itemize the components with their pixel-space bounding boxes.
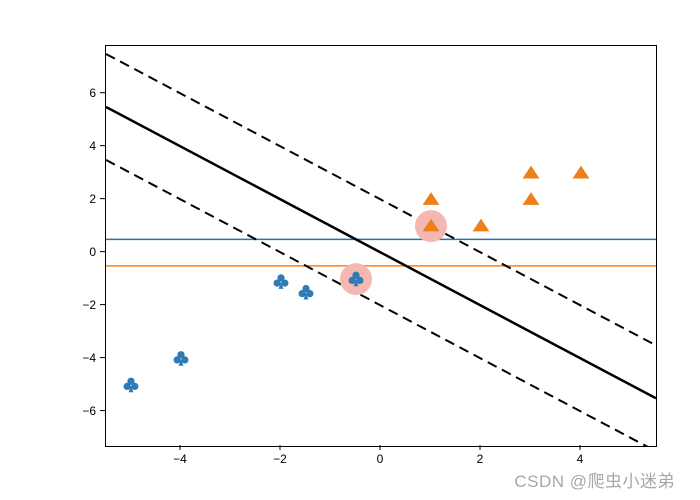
xtick-label: 2 <box>477 452 484 466</box>
upper-dash <box>106 54 656 345</box>
ytick-label: 6 <box>89 86 96 100</box>
ytick-label: 4 <box>89 139 96 153</box>
club-marker <box>174 351 189 366</box>
triangle-marker <box>573 166 590 179</box>
xtick-label: 4 <box>577 452 584 466</box>
support-circle <box>340 263 372 295</box>
ytick-label: −2 <box>82 298 96 312</box>
triangle-marker <box>523 192 540 205</box>
watermark-text: CSDN @爬虫小迷弟 <box>514 467 675 492</box>
ytick-label: −6 <box>82 404 96 418</box>
club-marker <box>274 274 289 289</box>
chart-svg <box>106 46 656 446</box>
club-marker <box>124 378 139 393</box>
xtick-label: −4 <box>173 452 187 466</box>
triangle-marker <box>473 219 490 232</box>
plot-area <box>105 45 657 447</box>
ytick-label: −4 <box>82 351 96 365</box>
ytick-label: 0 <box>89 245 96 259</box>
triangle-marker <box>423 192 440 205</box>
lower-dash <box>106 160 656 446</box>
club-marker <box>299 285 314 300</box>
center-solid <box>106 107 656 398</box>
triangle-marker <box>523 166 540 179</box>
xtick-label: −2 <box>273 452 287 466</box>
ytick-label: 2 <box>89 192 96 206</box>
xtick-label: 0 <box>377 452 384 466</box>
